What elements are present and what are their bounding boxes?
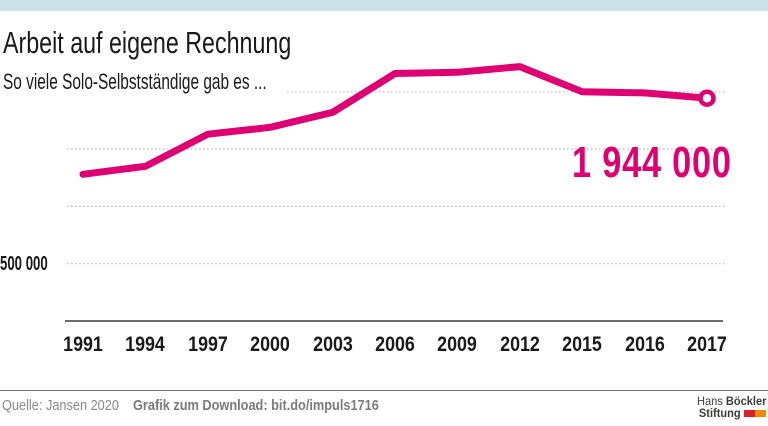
logo-block-orange (754, 410, 766, 417)
x-tick-label: 2016 (624, 333, 665, 356)
data-line (79, 63, 711, 178)
logo-text-boeckler: Böckler (725, 394, 766, 408)
x-tick-label: 2003 (312, 333, 353, 356)
logo-line2: Stiftung (697, 407, 766, 419)
x-tick-label: 2000 (250, 333, 291, 356)
y-axis-tick-label: 500 000 (0, 253, 48, 275)
x-tick-label: 2017 (687, 333, 727, 356)
x-axis-labels: 1991 1994 1997 2000 2003 2006 2009 2012 2015 2016… (0, 333, 768, 359)
hans-boeckler-stiftung-logo: Hans Böckler Stiftung (697, 395, 766, 419)
x-tick-label: 1994 (125, 333, 166, 356)
x-tick-label: 2009 (437, 333, 478, 356)
footer-divider (0, 390, 768, 391)
end-point-marker (698, 89, 716, 107)
chart-subtitle-row: So viele Solo-Selbstständige gab es ... (3, 69, 408, 94)
logo-text-stiftung: Stiftung (698, 406, 741, 420)
x-tick-label: 2006 (375, 333, 415, 356)
chart-title: Arbeit auf eigene Rechnung (3, 25, 292, 60)
download-text: Grafik zum Download: bit.do/impuls1716 (133, 397, 379, 414)
end-value-label: 1 944 000 (572, 138, 732, 187)
chart-subtitle: So viele Solo-Selbstständige gab es ... (3, 69, 287, 94)
top-accent-bar (0, 0, 768, 11)
source-text: Quelle: Jansen 2020 (2, 397, 119, 414)
x-tick-label: 2015 (562, 333, 603, 356)
x-tick-label: 2012 (499, 333, 540, 356)
logo-block-red (743, 410, 755, 417)
x-tick-label: 1991 (63, 333, 103, 356)
logo-line1: Hans Böckler (697, 395, 766, 407)
x-tick-label: 1997 (187, 333, 228, 356)
logo-text-hans: Hans (696, 394, 723, 408)
